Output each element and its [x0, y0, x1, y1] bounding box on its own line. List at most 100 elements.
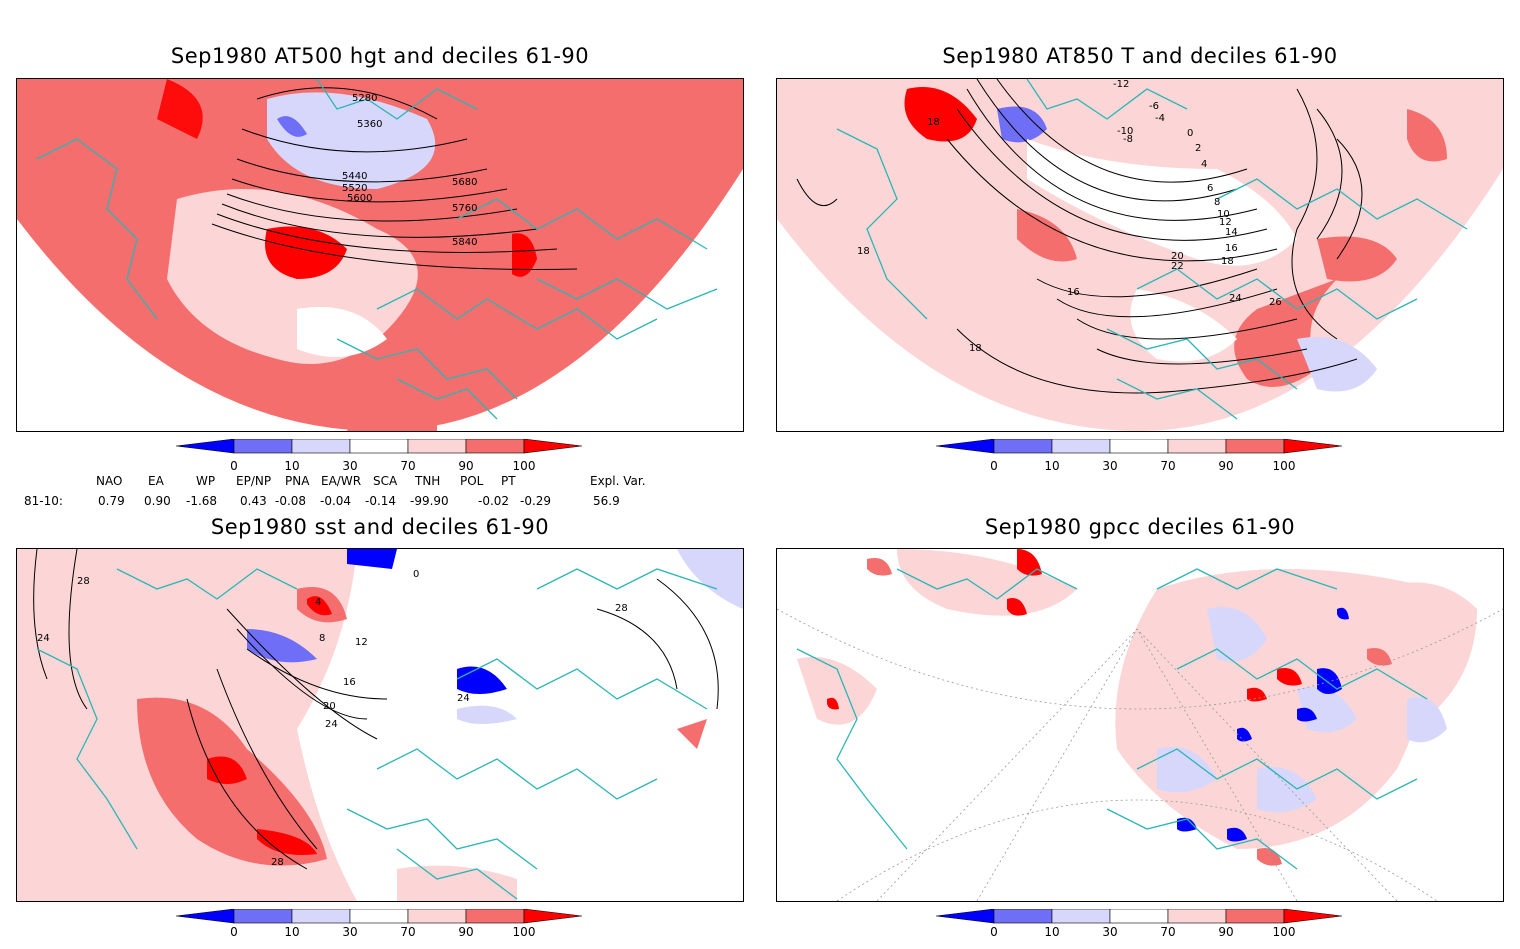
panel-title-sst: Sep1980 sst and deciles 61-90 — [210, 515, 550, 539]
contour-label: 5600 — [347, 193, 372, 204]
map-t850: -12 -6 -4 -10 -8 0 2 4 6 8 10 12 14 16 1… — [776, 78, 1504, 432]
indices-row-label: 81-10: — [24, 494, 63, 508]
cbar-tick: 100 — [512, 459, 536, 473]
index-header: EP/NP — [236, 474, 272, 488]
cbar-tick: 0 — [990, 925, 998, 939]
contour-label: 8 — [319, 633, 325, 644]
contour-label: 2 — [1195, 143, 1201, 154]
contour-label: 0 — [413, 569, 419, 580]
contour-label: -6 — [1149, 101, 1159, 112]
contour-label: 4 — [1201, 159, 1207, 170]
cbar-tick: 10 — [1044, 925, 1060, 939]
index-value: 56.9 — [593, 494, 620, 508]
map-t850-svg: -12 -6 -4 -10 -8 0 2 4 6 8 10 12 14 16 1… — [777, 79, 1503, 431]
index-header: NAO — [96, 474, 123, 488]
contour-label: 24 — [37, 633, 50, 644]
map-gpcc-svg — [777, 549, 1503, 901]
index-header: PNA — [285, 474, 310, 488]
index-value: 0.79 — [98, 494, 125, 508]
cbar-tick: 10 — [284, 925, 300, 939]
cbar-tick: 30 — [342, 459, 358, 473]
cbar-tick: 0 — [230, 459, 238, 473]
contour-label: 12 — [1219, 217, 1232, 228]
cbar-tick: 90 — [1218, 925, 1234, 939]
contour-label: 26 — [1269, 297, 1282, 308]
contour-label: 24 — [1229, 293, 1242, 304]
colorbar-hgt500-labels: 0 10 30 70 90 100 — [176, 459, 596, 475]
contour-label: 5280 — [352, 93, 377, 104]
contour-label: 22 — [1171, 261, 1184, 272]
contour-label: 20 — [323, 701, 336, 712]
cbar-tick: 70 — [400, 925, 416, 939]
contour-label: 5760 — [452, 203, 477, 214]
index-value: -0.29 — [520, 494, 552, 508]
cbar-tick: 10 — [1044, 459, 1060, 473]
cbar-tick: 90 — [458, 459, 474, 473]
contour-label: 24 — [457, 693, 470, 704]
contour-label: 12 — [355, 637, 368, 648]
map-hgt500: 5280 5360 5440 5520 5600 5680 5760 5840 — [16, 78, 744, 432]
colorbar-hgt500-svg — [175, 438, 583, 454]
index-value: -0.14 — [365, 494, 397, 508]
cbar-tick: 30 — [1102, 459, 1118, 473]
colorbar-hgt500: 0 10 30 70 90 100 — [175, 438, 596, 479]
cbar-tick: 70 — [400, 459, 416, 473]
contour-label: 18 — [1221, 256, 1234, 267]
contour-label: -8 — [1123, 134, 1133, 145]
index-value: 0.90 — [144, 494, 171, 508]
contour-label: 6 — [1207, 183, 1213, 194]
index-header: WP — [196, 474, 216, 488]
contour-label: 5840 — [452, 237, 477, 248]
cbar-tick: 90 — [1218, 459, 1234, 473]
contour-label: 5520 — [342, 183, 367, 194]
cbar-tick: 90 — [458, 925, 474, 939]
contour-label: 20 — [1171, 251, 1184, 262]
index-header: PT — [501, 474, 516, 488]
index-header: EA — [148, 474, 164, 488]
map-sst-svg: 28 24 0 4 8 12 16 20 24 28 28 24 — [17, 549, 743, 901]
index-value: -0.08 — [275, 494, 307, 508]
cbar-tick: 100 — [512, 925, 536, 939]
contour-label: 18 — [927, 117, 940, 128]
colorbar-sst: 0 10 30 70 90 100 — [175, 908, 596, 949]
contour-label: 18 — [969, 343, 982, 354]
contour-label: 10 — [1217, 209, 1230, 220]
colorbar-t850-svg — [935, 438, 1343, 454]
panel-title-gpcc: Sep1980 gpcc deciles 61-90 — [984, 515, 1296, 539]
contour-label: 5440 — [342, 171, 367, 182]
cbar-tick: 70 — [1160, 459, 1176, 473]
cbar-tick: 30 — [342, 925, 358, 939]
panel-title-t850: Sep1980 AT850 T and deciles 61-90 — [942, 44, 1338, 68]
contour-label: 18 — [857, 246, 870, 257]
cbar-tick: 0 — [230, 925, 238, 939]
index-header: TNH — [415, 474, 441, 488]
contour-label: 28 — [271, 857, 284, 868]
contour-label: 8 — [1214, 197, 1220, 208]
cbar-tick: 10 — [284, 459, 300, 473]
index-header: Expl. Var. — [590, 474, 646, 488]
index-header: POL — [460, 474, 484, 488]
contour-label: 28 — [77, 576, 90, 587]
contour-label: -10 — [1117, 126, 1133, 137]
contour-label: 5360 — [357, 119, 382, 130]
index-value: -0.04 — [320, 494, 352, 508]
colorbar-sst-svg — [175, 908, 583, 924]
contour-label: 28 — [615, 603, 628, 614]
map-hgt500-svg: 5280 5360 5440 5520 5600 5680 5760 5840 — [17, 79, 743, 431]
colorbar-t850-labels: 0 10 30 70 90 100 — [936, 459, 1356, 475]
index-header: SCA — [373, 474, 398, 488]
map-sst: 28 24 0 4 8 12 16 20 24 28 28 24 — [16, 548, 744, 902]
contour-label: -12 — [1113, 79, 1129, 90]
cbar-tick: 0 — [990, 459, 998, 473]
contour-label: -4 — [1155, 113, 1165, 124]
contour-label: 5680 — [452, 177, 477, 188]
map-gpcc — [776, 548, 1504, 902]
colorbar-sst-labels: 0 10 30 70 90 100 — [176, 925, 596, 941]
contour-label: 24 — [325, 719, 338, 730]
cbar-tick: 30 — [1102, 925, 1118, 939]
colorbar-gpcc-labels: 0 10 30 70 90 100 — [936, 925, 1356, 941]
cbar-tick: 70 — [1160, 925, 1176, 939]
index-value: -0.02 — [478, 494, 510, 508]
contour-label: 16 — [1067, 287, 1080, 298]
index-value: 0.43 — [240, 494, 267, 508]
